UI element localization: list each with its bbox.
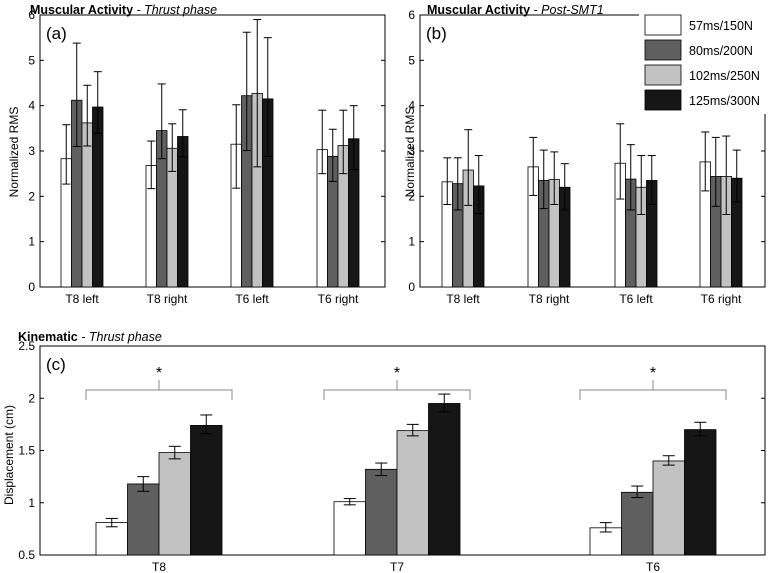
significance-marker: * — [156, 365, 162, 382]
panel-c-chart: 0.5 1 1.5 2 2.5 T8 * T7 * T6 * (c) — [18, 339, 766, 573]
x-tick-label: T8 right — [147, 292, 188, 306]
significance-bracket — [579, 389, 727, 400]
y-tick-label: 1 — [408, 235, 415, 249]
bar — [621, 491, 654, 556]
panel-label: (b) — [426, 24, 447, 43]
x-tick-label: T6 left — [235, 292, 269, 306]
panel-label: (a) — [46, 24, 67, 43]
panel-label: (c) — [46, 355, 66, 374]
bar — [333, 501, 366, 556]
legend: 57ms/150N 80ms/200N 102ms/250N 125ms/300N — [639, 11, 767, 114]
panel-c-title: Kinematic - Thrust phase — [18, 330, 162, 344]
x-tick-label: T8 right — [529, 292, 570, 306]
legend-swatch — [644, 39, 682, 61]
y-tick-label: 2 — [28, 391, 35, 405]
legend-swatch — [644, 89, 682, 111]
panel-a-ylabel: Normalized RMS — [7, 107, 21, 198]
significance-marker: * — [394, 365, 400, 382]
panel-b-ylabel: Normalized RMS — [403, 107, 417, 198]
bar — [81, 122, 93, 288]
legend-label: 125ms/300N — [689, 94, 760, 108]
legend-label: 102ms/250N — [689, 69, 760, 83]
y-tick-label: 6 — [28, 8, 35, 22]
y-tick-label: 5 — [28, 53, 35, 67]
bar — [396, 430, 429, 556]
panel-a-title: Muscular Activity - Thrust phase — [30, 3, 217, 17]
legend-label: 80ms/200N — [689, 44, 753, 58]
x-tick-label: T8 left — [446, 292, 480, 306]
y-tick-label: 3 — [28, 144, 35, 158]
y-tick-label: 1.5 — [18, 444, 35, 458]
y-tick-label: 4 — [408, 99, 415, 113]
y-tick-label: 0 — [28, 280, 35, 294]
x-tick-label: T6 left — [619, 292, 653, 306]
y-tick-label: 2 — [28, 189, 35, 203]
bar — [428, 403, 461, 556]
panel-b-title: Muscular Activity - Post-SMT1 — [427, 3, 604, 17]
significance-bracket — [85, 389, 233, 400]
y-tick-label: 6 — [408, 8, 415, 22]
bar — [127, 483, 160, 556]
legend-swatch — [644, 64, 682, 86]
bar — [684, 429, 717, 556]
y-tick-label: 0 — [408, 280, 415, 294]
x-tick-label: T6 — [646, 560, 660, 573]
y-tick-label: 4 — [28, 99, 35, 113]
panel-c-ylabel: Displacement (cm) — [2, 405, 16, 505]
significance-bracket — [323, 389, 471, 400]
panel-a-chart: 0 1 2 3 4 5 6 T8 left T8 right T6 left T6 right (a) — [28, 8, 386, 306]
x-tick-label: T6 right — [318, 292, 359, 306]
x-tick-label: T7 — [390, 560, 404, 573]
y-tick-label: 1 — [28, 496, 35, 510]
y-tick-label: 1 — [28, 235, 35, 249]
x-tick-label: T8 — [152, 560, 166, 573]
bar — [92, 106, 104, 288]
y-tick-label: 5 — [408, 53, 415, 67]
y-tick-label: 0.5 — [18, 548, 35, 562]
bar — [190, 425, 223, 556]
bar — [652, 460, 685, 556]
bar — [158, 452, 191, 556]
panel-b-chart: 0 1 2 3 4 5 6 T8 left T8 right T6 left T6 right (b) — [408, 8, 766, 306]
x-tick-label: T8 left — [65, 292, 99, 306]
x-tick-label: T6 right — [701, 292, 742, 306]
y-tick-label: 3 — [408, 144, 415, 158]
legend-label: 57ms/150N — [689, 19, 753, 33]
bar — [95, 522, 128, 556]
bar — [177, 136, 189, 288]
significance-marker: * — [650, 365, 656, 382]
y-tick-label: 2.5 — [18, 339, 35, 353]
legend-swatch — [644, 14, 682, 36]
y-tick-label: 2 — [408, 189, 415, 203]
bar — [365, 468, 398, 556]
